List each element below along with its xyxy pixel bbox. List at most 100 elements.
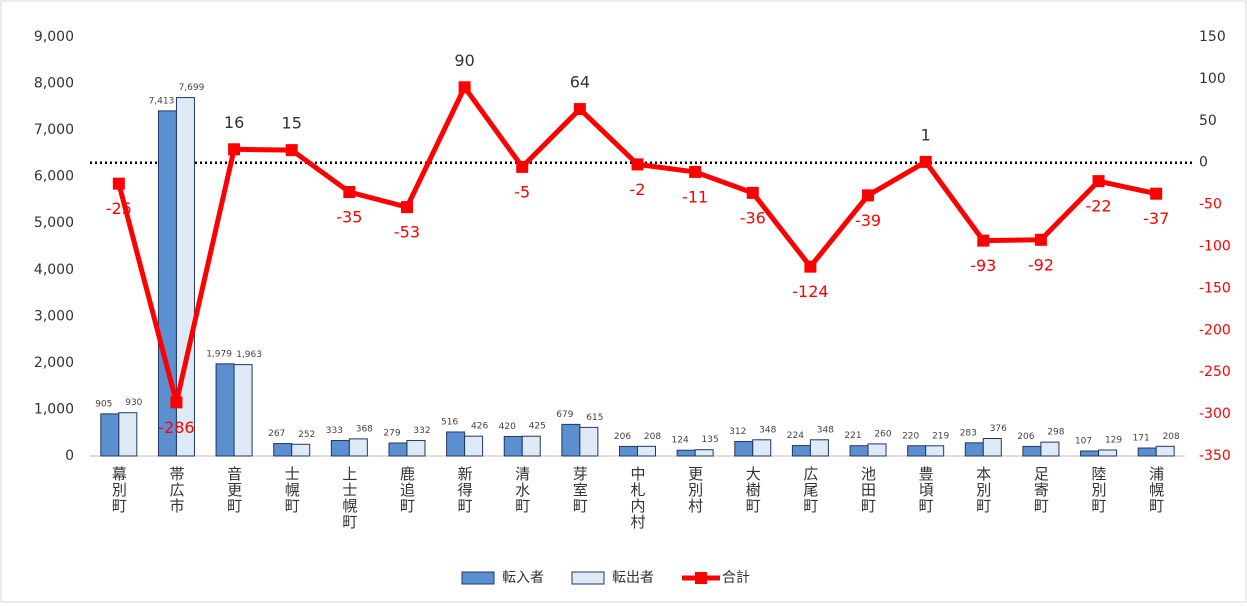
x-tick-label: 広尾町 [801, 466, 819, 514]
legend-label: 転出者 [612, 570, 654, 586]
total-marker [285, 144, 298, 157]
bar [1137, 447, 1157, 457]
total-marker [516, 160, 529, 173]
y-tick-label: 0 [65, 448, 74, 464]
bar [619, 445, 638, 457]
total-value-label: 64 [570, 73, 590, 92]
bar [215, 363, 235, 457]
legend-label: 合計 [722, 570, 750, 586]
x-tick-label: 鹿追町 [398, 466, 416, 514]
total-value-label: 16 [224, 113, 244, 132]
bar [521, 435, 541, 457]
bar-value-label: 420 [499, 422, 516, 432]
bar-value-label: 425 [529, 422, 546, 432]
total-value-label: -37 [1143, 209, 1169, 228]
x-tick-label: 音更町 [225, 466, 243, 514]
bar [348, 438, 368, 457]
bar-value-label: 516 [441, 417, 458, 427]
bar [1080, 450, 1100, 457]
bar [1040, 441, 1060, 457]
y-tick-label: 3,000 [34, 308, 74, 324]
total-value-label: -124 [792, 282, 828, 301]
y-tick-label: 4,000 [34, 262, 74, 278]
y2-tick-label: 0 [1199, 155, 1208, 171]
y-tick-label: 2,000 [34, 355, 74, 371]
total-value-label: -93 [970, 256, 996, 275]
x-tick-label: 池田町 [859, 466, 877, 514]
x-tick-label: 中札内村 [629, 466, 647, 530]
bar [291, 443, 311, 457]
total-marker [400, 201, 413, 214]
bar-value-label: 219 [932, 431, 949, 441]
bar-value-label: 206 [614, 432, 631, 442]
bar [964, 442, 984, 457]
y2-tick-label: 50 [1199, 113, 1217, 129]
bar [118, 412, 138, 457]
total-marker [804, 260, 817, 273]
x-tick-label: 本別町 [974, 466, 992, 514]
x-tick-label: 幕別町 [110, 466, 128, 514]
total-marker [343, 186, 356, 199]
y2-tick-label: -350 [1199, 448, 1231, 464]
total-value-label: -36 [740, 208, 766, 227]
y2-tick-label: -50 [1199, 197, 1222, 213]
bar-value-label: 333 [326, 426, 343, 436]
total-value-label: -22 [1085, 197, 1111, 216]
bar [388, 442, 408, 457]
x-tick-label: 更別村 [686, 466, 704, 514]
y-tick-label: 6,000 [34, 169, 74, 185]
legend-label: 転入者 [502, 570, 544, 586]
total-value-label: -53 [394, 223, 420, 242]
x-tick-label: 新得町 [456, 466, 474, 514]
bar-value-label: 368 [356, 424, 373, 434]
x-tick-label: 陸別町 [1090, 466, 1108, 514]
bar-value-label: 298 [1047, 428, 1064, 438]
bar [694, 449, 714, 457]
bar [464, 435, 484, 457]
bar-value-label: 312 [729, 427, 746, 437]
total-marker [977, 234, 990, 247]
total-marker [862, 189, 875, 202]
y-tick-label: 1,000 [34, 401, 74, 417]
bar [579, 426, 599, 457]
bar [676, 449, 696, 457]
bar-value-label: 206 [1017, 432, 1034, 442]
bar-value-label: 348 [817, 425, 834, 435]
bar-value-label: 171 [1133, 434, 1150, 444]
bar-value-label: 124 [672, 436, 689, 446]
bar [734, 440, 754, 457]
bar-value-label: 426 [471, 422, 488, 432]
bar [233, 364, 253, 457]
total-value-label: -11 [682, 187, 708, 206]
bar [273, 443, 293, 457]
y2-tick-label: -200 [1199, 322, 1231, 338]
total-marker [746, 186, 759, 199]
bar [446, 431, 466, 457]
y-tick-label: 8,000 [34, 76, 74, 92]
bar [406, 440, 426, 457]
bar-value-label: 279 [383, 429, 400, 439]
bar [907, 445, 927, 457]
total-marker [1150, 187, 1163, 200]
total-marker [458, 81, 471, 94]
legend-swatch [695, 572, 707, 584]
bar [809, 439, 829, 457]
bar-value-label: 267 [268, 429, 285, 439]
total-value-label: 1 [921, 125, 931, 144]
y2-tick-label: 100 [1199, 71, 1226, 87]
bar-value-label: 615 [586, 413, 603, 423]
bar [1155, 445, 1175, 457]
x-tick-label: 浦幌町 [1147, 466, 1165, 514]
bar-value-label: 252 [298, 430, 315, 440]
bar [330, 439, 350, 457]
bar-value-label: 220 [902, 431, 919, 441]
x-tick-label: 士幌町 [283, 466, 301, 514]
bar [982, 437, 1002, 457]
total-value-label: -5 [514, 182, 530, 201]
bar-value-label: 905 [95, 399, 112, 409]
bar-value-label: 260 [874, 429, 891, 439]
bar-value-label: 1,963 [236, 350, 262, 360]
total-marker [170, 396, 183, 409]
bar-value-label: 107 [1075, 437, 1092, 447]
